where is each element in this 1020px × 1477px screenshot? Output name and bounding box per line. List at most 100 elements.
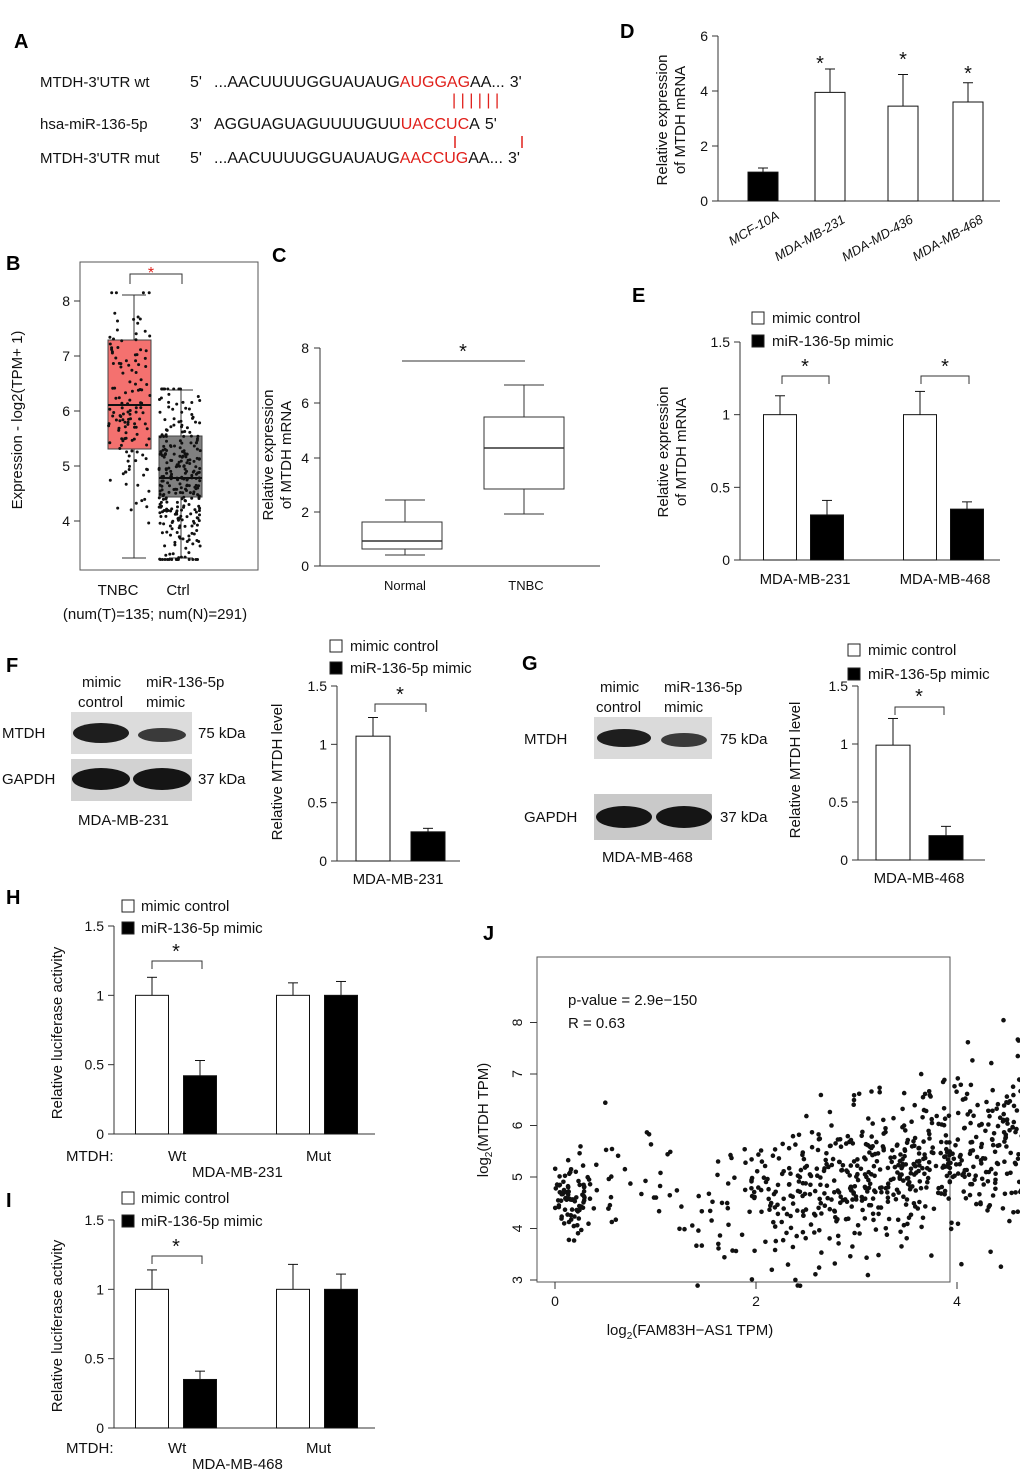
- panel-j-point-172: [776, 1156, 782, 1161]
- panel-b-point-tnbc-74: [144, 365, 148, 368]
- panel-b-point-ctrl-58: [185, 426, 189, 430]
- panel-b-point-tnbc-18: [117, 428, 121, 432]
- panel-j-point-203: [838, 1194, 843, 1199]
- panel-j-point-719: [953, 1143, 958, 1148]
- panel-j-point-818: [1013, 1161, 1019, 1167]
- panel-j-point-267: [855, 1223, 861, 1228]
- panel-j-point-39: [576, 1216, 582, 1221]
- panel-b-point-ctrl-284: [159, 500, 163, 504]
- panel-b-point-ctrl-132: [195, 447, 199, 451]
- panel-b-point-tnbc-11: [113, 386, 117, 390]
- panel-b-point-ctrl-241: [191, 415, 195, 419]
- panel-b-point-ctrl-103: [164, 514, 168, 518]
- panel-b-point-tnbc-117: [136, 388, 140, 392]
- panel-j-point-109: [643, 1178, 648, 1184]
- panel-c-xlabel-tnbc: TNBC: [508, 578, 543, 593]
- panel-h-ytick-label-1: 0.5: [85, 1057, 105, 1073]
- panel-b-point-ctrl-34: [171, 407, 175, 411]
- panel-j-point-623: [934, 1113, 939, 1119]
- panel-j-point-571: [865, 1272, 871, 1278]
- panel-d-ytick-label-0: 0: [700, 193, 708, 209]
- panel-b-ytick-label-4: 4: [62, 513, 70, 529]
- panel-j-point-303: [988, 1249, 993, 1255]
- panel-j-point-179: [993, 1171, 998, 1176]
- panel-b-point-tnbc-104: [113, 311, 117, 315]
- panel-b-point-ctrl-279: [158, 452, 162, 456]
- panel-j-point-863: [802, 1191, 808, 1197]
- panel-b-point-ctrl-209: [182, 434, 186, 438]
- panel-j-point-405: [679, 1204, 684, 1209]
- panel-j-point-845: [983, 1128, 988, 1134]
- panel-j-point-874: [973, 1173, 978, 1178]
- panel-j-point-233: [855, 1177, 861, 1183]
- panel-b-point-ctrl-221: [160, 488, 164, 492]
- panel-b-point-ctrl-99: [177, 387, 181, 391]
- panel-j-point-945: [801, 1213, 806, 1218]
- panel-b-point-ctrl-148: [192, 444, 196, 448]
- panel-j-point-4: [581, 1189, 587, 1194]
- panel-b-point-ctrl-142: [173, 543, 177, 547]
- panel-j-point-184: [955, 1137, 961, 1142]
- panel-b-point-ctrl-146: [196, 471, 200, 475]
- panel-j-xtick-label-1: 2: [752, 1293, 760, 1309]
- panel-j-point-554: [682, 1226, 687, 1232]
- panel-j-point-835: [827, 1236, 832, 1241]
- panel-i-ytick-label-1: 0.5: [85, 1351, 105, 1367]
- panel-j-point-852: [942, 1077, 947, 1083]
- panel-b-point-ctrl-258: [178, 482, 182, 486]
- panel-j-point-65: [552, 1166, 558, 1172]
- panel-j-point-99: [615, 1153, 621, 1159]
- panel-j-point-363: [992, 1180, 998, 1186]
- panel-b-point-tnbc-21: [134, 338, 138, 342]
- panel-j-point-757: [807, 1172, 813, 1177]
- panel-b-point-ctrl-200: [171, 519, 175, 523]
- panel-b-point-tnbc-29: [107, 424, 111, 428]
- panel-j-ytick-label-5: 8: [509, 1018, 525, 1026]
- panel-j-point-650: [773, 1189, 778, 1195]
- panel-j-point-115: [761, 1175, 767, 1180]
- panel-h-bar-1-1: [135, 994, 169, 1135]
- panel-letter-f: F: [6, 655, 18, 677]
- panel-j-point-657: [955, 1076, 961, 1081]
- panel-j-point-370: [1002, 1159, 1007, 1164]
- panel-j-point-584: [920, 1215, 926, 1221]
- panel-b-ytick-label-8: 8: [62, 293, 70, 309]
- panel-j-point-746: [836, 1159, 842, 1165]
- panel-j-point-507: [819, 1211, 824, 1216]
- panel-b-point-tnbc-70: [123, 420, 127, 424]
- panel-b-point-ctrl-218: [188, 430, 192, 434]
- panel-b-point-ctrl-236: [197, 519, 201, 523]
- panel-f-cell: MDA-MB-231: [78, 812, 169, 829]
- panel-b-point-ctrl-92: [197, 504, 201, 508]
- panel-b-point-ctrl-14: [163, 544, 167, 548]
- panel-j-point-234: [866, 1185, 872, 1191]
- panel-b-point-ctrl-171: [183, 555, 187, 559]
- panel-b-point-ctrl-85: [167, 392, 171, 396]
- panel-j-point-103: [729, 1155, 734, 1161]
- panel-f-legend-1: mimic control: [350, 638, 438, 655]
- panel-b-point-tnbc-16: [111, 414, 115, 418]
- panel-j-ytick-label-1: 4: [509, 1224, 525, 1232]
- panel-j-point-869: [798, 1167, 804, 1173]
- panel-b-point-tnbc-97: [108, 441, 112, 445]
- panel-b-point-ctrl-274: [165, 461, 169, 465]
- panel-j-point-729: [951, 1156, 957, 1162]
- panel-j-point-330: [808, 1222, 814, 1227]
- panel-b-point-ctrl-152: [196, 516, 200, 520]
- panel-b-point-ctrl-174: [198, 513, 201, 517]
- panel-letter-a: A: [14, 31, 28, 53]
- panel-j-point-725: [808, 1182, 813, 1188]
- panel-b-point-ctrl-255: [169, 474, 173, 478]
- panel-j-point-567: [875, 1151, 881, 1156]
- panel-j-point-711: [866, 1177, 871, 1183]
- panel-j-point-770: [989, 1060, 994, 1066]
- panel-j-point-399: [990, 1087, 995, 1093]
- panel-j-ytick-label-4: 7: [509, 1070, 525, 1078]
- panel-j-point-884: [822, 1191, 827, 1196]
- panel-b-point-ctrl-280: [192, 490, 196, 494]
- panel-j-point-412: [747, 1209, 752, 1215]
- panel-h-legend-2: miR-136-5p mimic: [141, 920, 263, 937]
- panel-b-point-ctrl-203: [169, 477, 173, 481]
- panel-b-point-tnbc-110: [121, 371, 125, 375]
- panel-b-point-tnbc-54: [112, 337, 115, 341]
